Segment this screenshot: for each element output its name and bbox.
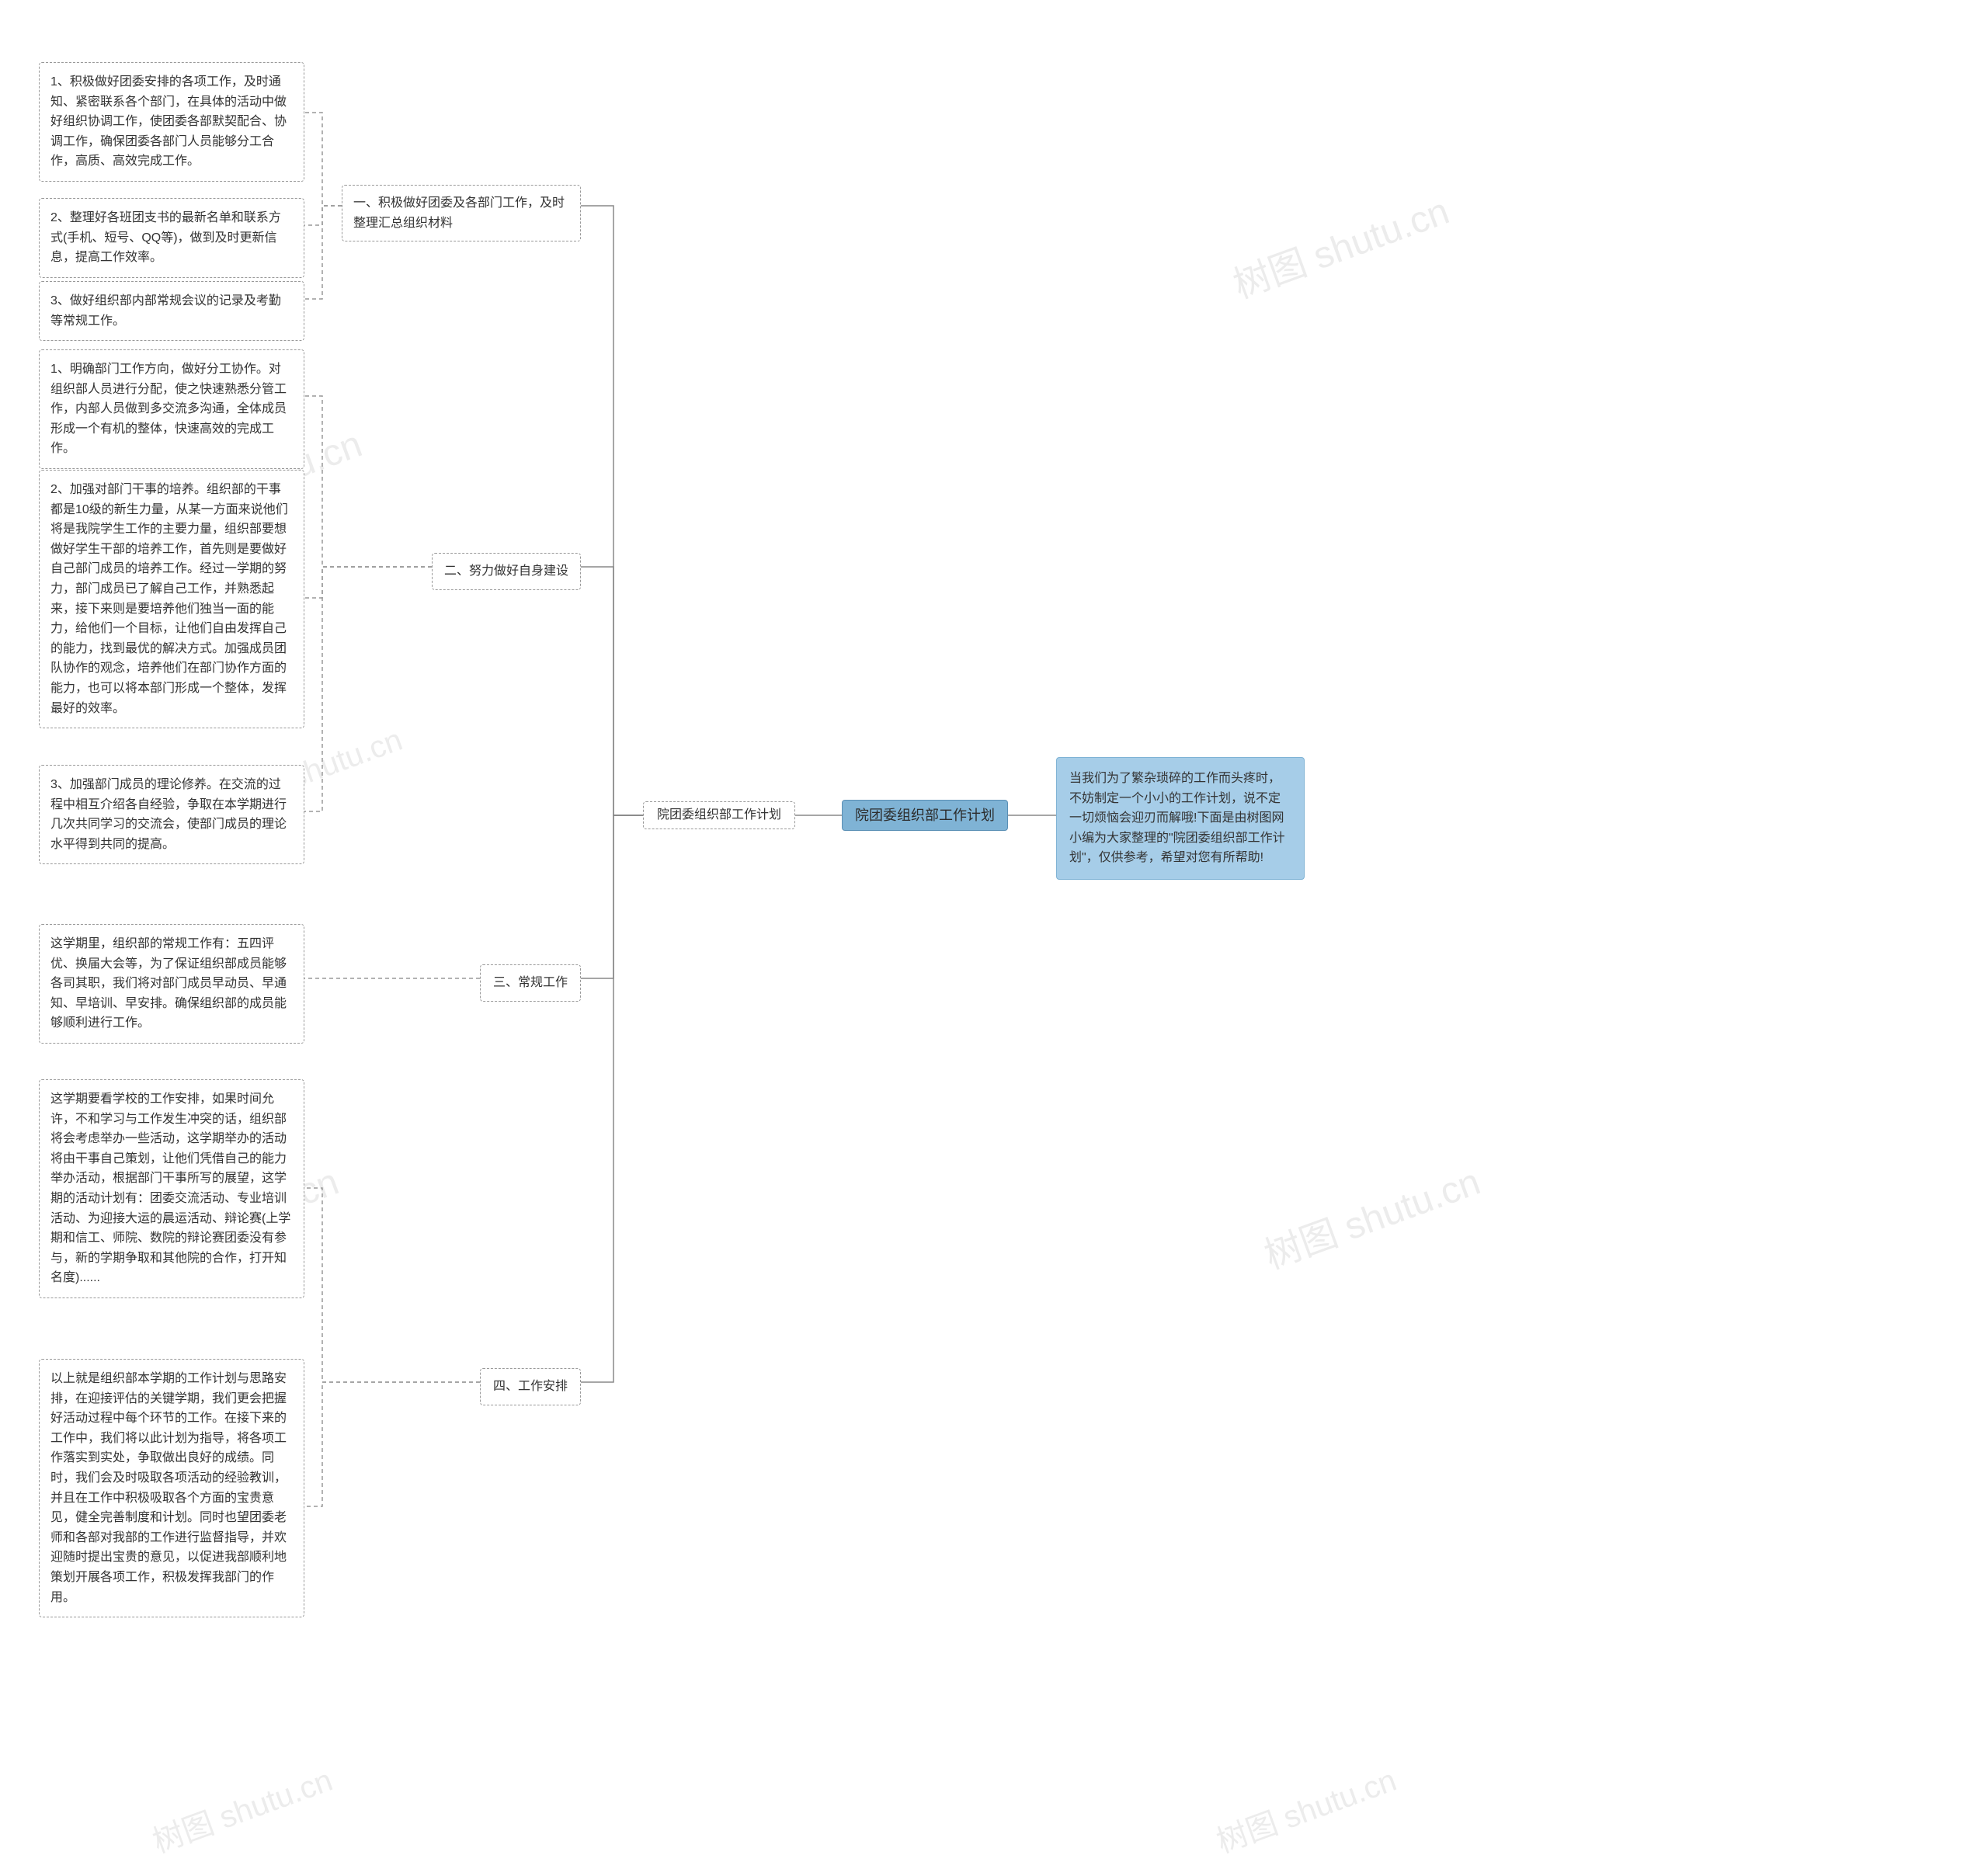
section-1-leaf-3: 3、做好组织部内部常规会议的记录及考勤等常规工作。 — [39, 281, 304, 341]
section-2-leaf-3: 3、加强部门成员的理论修养。在交流的过程中相互介绍各自经验，争取在本学期进行几次… — [39, 765, 304, 864]
section-1-leaf-1: 1、积极做好团委安排的各项工作，及时通知、紧密联系各个部门，在具体的活动中做好组… — [39, 62, 304, 182]
section-4-leaf-1: 这学期要看学校的工作安排，如果时间允许，不和学习与工作发生冲突的话，组织部将会考… — [39, 1079, 304, 1298]
watermark: 树图 shutu.cn — [145, 1755, 338, 1861]
subtitle-node: 院团委组织部工作计划 — [643, 801, 795, 829]
section-3: 三、常规工作 — [480, 964, 581, 1002]
section-1-leaf-2: 2、整理好各班团支书的最新名单和联系方式(手机、短号、QQ等)，做到及时更新信息… — [39, 198, 304, 278]
section-4-leaf-2: 以上就是组织部本学期的工作计划与思路安排，在迎接评估的关键学期，我们更会把握好活… — [39, 1359, 304, 1617]
intro-node: 当我们为了繁杂琐碎的工作而头疼时，不妨制定一个小小的工作计划，说不定一切烦恼会迎… — [1056, 757, 1305, 880]
watermark: 树图 shutu.cn — [1225, 180, 1455, 308]
section-4: 四、工作安排 — [480, 1368, 581, 1405]
section-1: 一、积极做好团委及各部门工作，及时整理汇总组织材料 — [342, 185, 581, 241]
section-2: 二、努力做好自身建设 — [432, 553, 581, 590]
section-2-leaf-2: 2、加强对部门干事的培养。组织部的干事都是10级的新生力量，从某一方面来说他们将… — [39, 470, 304, 728]
root-node: 院团委组织部工作计划 — [842, 800, 1008, 831]
watermark: 树图 shutu.cn — [1209, 1755, 1402, 1861]
section-2-leaf-1: 1、明确部门工作方向，做好分工协作。对组织部人员进行分配，使之快速熟悉分管工作，… — [39, 349, 304, 469]
watermark: 树图 shutu.cn — [1256, 1151, 1486, 1279]
section-3-leaf-1: 这学期里，组织部的常规工作有：五四评优、换届大会等，为了保证组织部成员能够各司其… — [39, 924, 304, 1044]
